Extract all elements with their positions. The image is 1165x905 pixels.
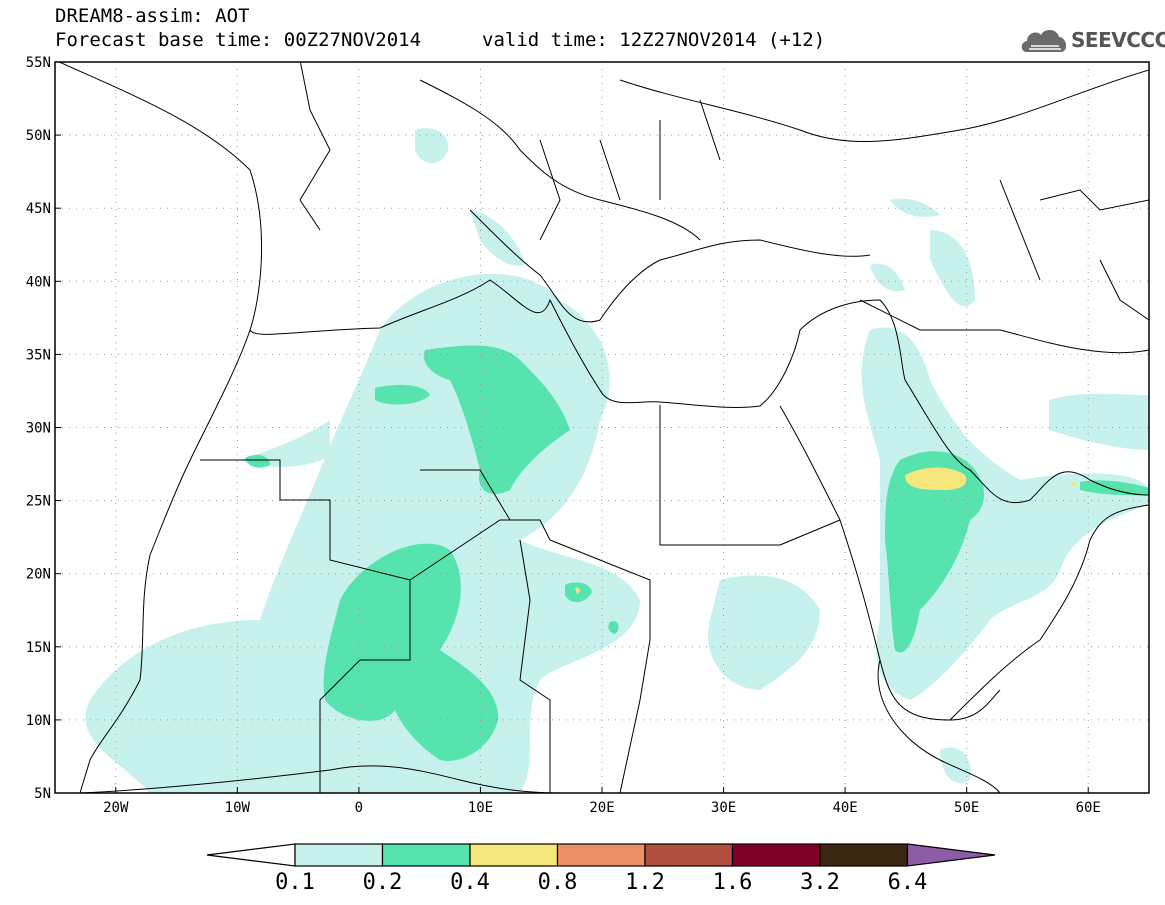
colorbar-swatch xyxy=(294,843,384,867)
valid-time: valid time: 12Z27NOV2014 (+12) xyxy=(482,29,826,51)
colorbar-low-arrow xyxy=(206,843,296,867)
colorbar-swatch xyxy=(644,843,734,867)
lon-label: 20W xyxy=(103,800,129,816)
aot-level-0.4 xyxy=(575,467,1076,594)
map-title: DREAM8-assim: AOT xyxy=(55,5,250,27)
lat-label: 50N xyxy=(26,128,51,144)
cloud-icon xyxy=(1021,29,1067,52)
lon-label: 50E xyxy=(954,800,979,816)
lon-label: 10E xyxy=(468,800,493,816)
colorbar-swatch xyxy=(731,843,821,867)
colorbar-level-label: 3.2 xyxy=(800,870,840,895)
lon-label: 60E xyxy=(1076,800,1101,816)
colorbar-level-label: 6.4 xyxy=(887,870,928,895)
colorbar-level-label: 0.8 xyxy=(537,870,578,895)
lat-label: 45N xyxy=(26,201,51,217)
longitude-labels: 20W 10W 0 10E 20E 30E 40E 50E 60E xyxy=(103,787,1101,816)
latitude-labels: 55N 50N 45N 40N 35N 30N 25N 20N 15N 10N 5N xyxy=(26,55,61,802)
colorbar-swatch xyxy=(819,843,909,867)
logo-text: SEEVCCC xyxy=(1071,28,1165,52)
forecast-base-time: Forecast base time: 00Z27NOV2014 xyxy=(55,29,422,51)
gridlines xyxy=(55,62,1149,793)
lon-label: 10W xyxy=(225,800,251,816)
colorbar-swatch xyxy=(469,843,559,867)
colorbar-level-label: 0.4 xyxy=(450,870,490,895)
lon-label: 40E xyxy=(832,800,857,816)
lat-label: 10N xyxy=(26,713,51,729)
lat-label: 20N xyxy=(26,567,51,583)
colorbar-level-label: 0.1 xyxy=(275,870,315,895)
aot-shading xyxy=(85,128,1149,793)
colorbar-high-arrow xyxy=(906,843,996,867)
colorbar-level-label: 1.2 xyxy=(625,870,665,895)
colorbar-level-label: 0.2 xyxy=(362,870,403,895)
lat-label: 5N xyxy=(34,786,51,802)
lat-label: 30N xyxy=(26,421,51,437)
colorbar xyxy=(206,843,996,867)
colorbar-level-label: 1.6 xyxy=(712,870,753,895)
coastlines-borders xyxy=(58,62,1149,793)
lat-label: 40N xyxy=(26,274,51,290)
colorbar-swatch xyxy=(381,843,471,867)
aot-level-0.1 xyxy=(85,128,1149,793)
aot-level-0.2 xyxy=(245,345,1149,761)
lon-label: 0 xyxy=(355,800,363,816)
lat-label: 55N xyxy=(26,55,51,71)
lat-label: 15N xyxy=(26,640,51,656)
lat-label: 35N xyxy=(26,347,51,363)
colorbar-swatch xyxy=(556,843,646,867)
seevccc-logo: SEEVCCC xyxy=(1019,22,1165,58)
lat-label: 25N xyxy=(26,494,51,510)
lon-label: 20E xyxy=(589,800,614,816)
lon-label: 30E xyxy=(711,800,736,816)
